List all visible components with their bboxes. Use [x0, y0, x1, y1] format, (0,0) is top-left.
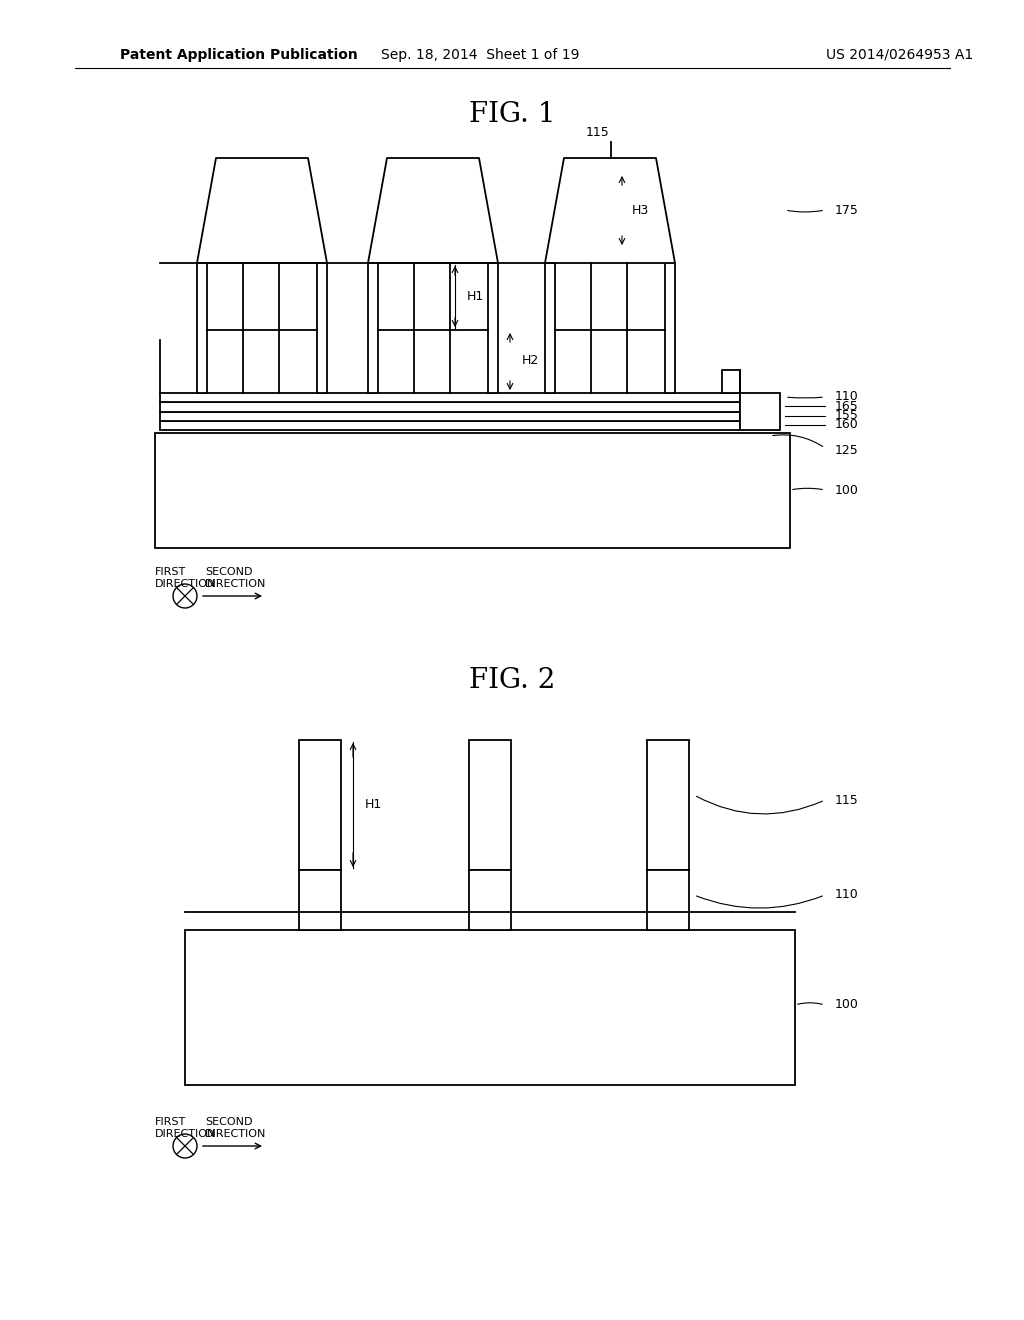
Bar [488, 263, 498, 393]
Text: FIG. 1: FIG. 1 [469, 102, 555, 128]
Text: 100: 100 [835, 483, 859, 496]
Text: FIRST: FIRST [155, 1117, 186, 1127]
Bar [160, 412, 740, 421]
Text: 125: 125 [835, 445, 859, 458]
Text: FIRST: FIRST [155, 568, 186, 577]
Bar [647, 741, 689, 870]
Text: SECOND: SECOND [205, 568, 253, 577]
Bar [647, 870, 689, 931]
Bar [368, 263, 378, 393]
Text: 175: 175 [835, 203, 859, 216]
Text: 115: 115 [835, 793, 859, 807]
Text: 110: 110 [835, 391, 859, 404]
Text: H2: H2 [522, 355, 540, 367]
Text: 100: 100 [835, 998, 859, 1011]
Text: DIRECTION: DIRECTION [205, 579, 266, 589]
Polygon shape [368, 158, 498, 263]
Bar [722, 370, 740, 393]
Polygon shape [545, 158, 675, 263]
Bar [317, 263, 327, 393]
Text: FIG. 2: FIG. 2 [469, 667, 555, 693]
Bar [665, 263, 675, 393]
Bar [740, 393, 780, 430]
Bar [545, 263, 555, 393]
Text: 160: 160 [835, 418, 859, 432]
Bar [160, 421, 740, 430]
Text: H3: H3 [632, 203, 649, 216]
Text: DIRECTION: DIRECTION [155, 579, 216, 589]
Text: DIRECTION: DIRECTION [155, 1129, 216, 1139]
Text: DIRECTION: DIRECTION [205, 1129, 266, 1139]
Bar [299, 870, 341, 931]
Bar [185, 931, 795, 1085]
Text: H1: H1 [365, 799, 382, 812]
Bar [160, 403, 740, 412]
Bar [469, 741, 511, 870]
Text: 155: 155 [835, 409, 859, 422]
Text: US 2014/0264953 A1: US 2014/0264953 A1 [826, 48, 974, 62]
Text: 165: 165 [835, 400, 859, 413]
Text: 110: 110 [835, 888, 859, 902]
Text: Sep. 18, 2014  Sheet 1 of 19: Sep. 18, 2014 Sheet 1 of 19 [381, 48, 580, 62]
Bar [299, 741, 341, 870]
Text: Patent Application Publication: Patent Application Publication [120, 48, 357, 62]
Bar [160, 393, 740, 403]
Bar [469, 870, 511, 931]
Text: 115: 115 [586, 125, 610, 139]
Polygon shape [197, 158, 327, 263]
Bar [197, 263, 207, 393]
Bar [155, 433, 790, 548]
Text: H1: H1 [467, 289, 484, 302]
Text: SECOND: SECOND [205, 1117, 253, 1127]
